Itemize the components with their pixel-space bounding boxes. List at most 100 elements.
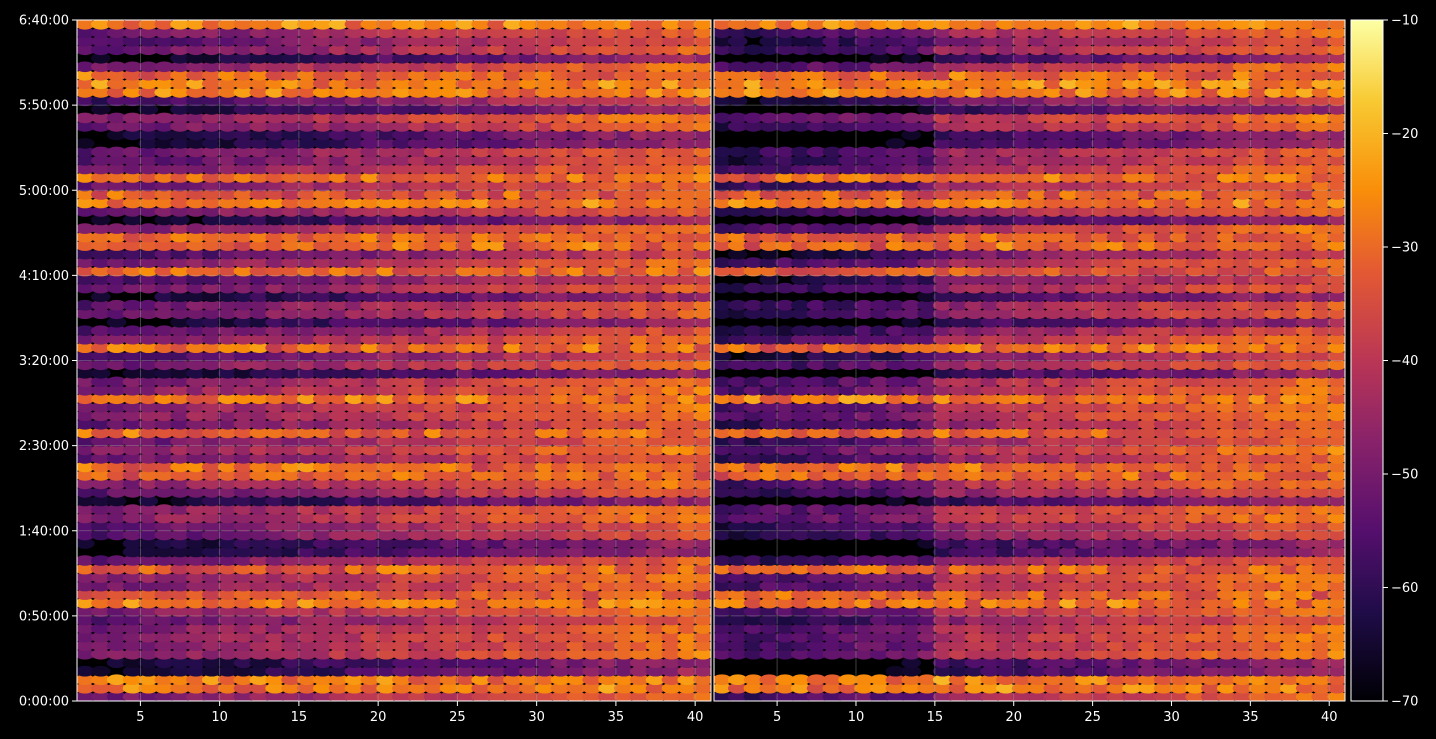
heatmap-cell [1090, 402, 1111, 413]
heatmap-cell [1122, 504, 1142, 515]
heatmap-cell [138, 665, 159, 677]
heatmap-cell [1138, 291, 1158, 303]
heatmap-cell [1327, 572, 1345, 583]
heatmap-cell [948, 461, 969, 473]
heatmap-cell [1248, 538, 1268, 549]
heatmap-cell [1201, 308, 1221, 320]
heatmap-cell [328, 206, 349, 217]
heatmap-cell [693, 521, 711, 532]
heatmap-cell [439, 614, 460, 626]
heatmap-cell [122, 95, 143, 107]
heatmap-cell [854, 376, 874, 388]
heatmap-cell [566, 223, 587, 234]
heatmap-cell [1122, 572, 1142, 583]
heatmap-cell [312, 487, 333, 498]
heatmap-cell [661, 70, 682, 81]
heatmap-cell [550, 129, 571, 141]
heatmap-cell [376, 342, 396, 354]
heatmap-cell [1138, 563, 1158, 575]
heatmap-cell [360, 342, 381, 354]
heatmap-cell [1201, 546, 1221, 558]
heatmap-cell [344, 342, 365, 354]
heatmap-cell [1169, 640, 1190, 651]
heatmap-cell [932, 657, 953, 668]
heatmap-cell [217, 563, 238, 575]
heatmap-cell [566, 580, 587, 592]
heatmap-cell [170, 265, 190, 277]
heatmap-cell [186, 555, 206, 566]
heatmap-cell [645, 580, 666, 592]
heatmap-cell [249, 87, 270, 98]
heatmap-cell [328, 453, 349, 464]
heatmap-cell [964, 444, 985, 456]
heatmap-cell [518, 555, 539, 566]
heatmap-cell [439, 461, 460, 473]
heatmap-cell [106, 61, 127, 73]
heatmap-cell [77, 597, 95, 609]
heatmap-cell [693, 453, 711, 464]
heatmap-cell [392, 563, 412, 575]
heatmap-cell [376, 614, 396, 626]
heatmap-cell [518, 538, 539, 549]
heatmap-cell [265, 665, 285, 677]
heatmap-cell [233, 504, 254, 515]
heatmap-cell [328, 316, 349, 328]
heatmap-cell [360, 504, 381, 515]
heatmap-cell [408, 206, 428, 217]
heatmap-cell [91, 206, 111, 217]
heatmap-cell [1232, 410, 1253, 422]
heatmap-cell [487, 589, 507, 600]
heatmap-cell [1153, 597, 1174, 609]
heatmap-cell [518, 325, 539, 337]
heatmap-cell [759, 436, 779, 447]
heatmap-cell [376, 546, 396, 558]
heatmap-cell [471, 419, 492, 430]
heatmap-cell [281, 470, 301, 481]
heatmap-cell [582, 138, 602, 149]
heatmap-cell [487, 163, 507, 175]
heatmap-cell [154, 265, 174, 277]
heatmap-cell [281, 402, 301, 413]
heatmap-cell [714, 563, 732, 575]
heatmap-cell [471, 538, 492, 549]
heatmap-cell [534, 36, 555, 47]
heatmap-cell [598, 555, 618, 566]
heatmap-cell [582, 555, 602, 566]
heatmap-cell [1011, 291, 1032, 303]
heatmap-cell [376, 427, 396, 439]
heatmap-cell [1327, 546, 1345, 558]
heatmap-cell [217, 589, 238, 600]
heatmap-cell [297, 614, 317, 626]
heatmap-cell [901, 572, 921, 583]
heatmap-cell [932, 538, 953, 549]
heatmap-cell [439, 206, 460, 217]
heatmap-cell [566, 197, 587, 209]
heatmap-cell [838, 308, 858, 320]
heatmap-cell [534, 665, 555, 677]
heatmap-cell [170, 231, 190, 243]
heatmap-cell [249, 20, 270, 30]
heatmap-cell [201, 20, 222, 30]
heatmap-cell [661, 512, 682, 524]
heatmap-cell [614, 623, 634, 634]
heatmap-cell [376, 504, 396, 515]
heatmap-cell [534, 342, 555, 354]
heatmap-cell [471, 606, 492, 617]
heatmap-cell [822, 487, 843, 498]
heatmap-cell [106, 674, 127, 685]
heatmap-cell [439, 36, 460, 47]
heatmap-cell [1201, 444, 1221, 456]
heatmap-cell [822, 325, 843, 337]
heatmap-cell [344, 453, 365, 464]
heatmap-cell [1138, 410, 1158, 422]
heatmap-cell [1122, 419, 1142, 430]
heatmap-cell [614, 436, 634, 447]
heatmap-cell [471, 70, 492, 81]
heatmap-cell [265, 546, 285, 558]
heatmap-cell [598, 214, 618, 226]
heatmap-cell [249, 53, 270, 64]
heatmap-cell [714, 555, 732, 566]
heatmap-cell [138, 308, 159, 320]
heatmap-cell [566, 299, 587, 311]
heatmap-cell [1011, 410, 1032, 422]
